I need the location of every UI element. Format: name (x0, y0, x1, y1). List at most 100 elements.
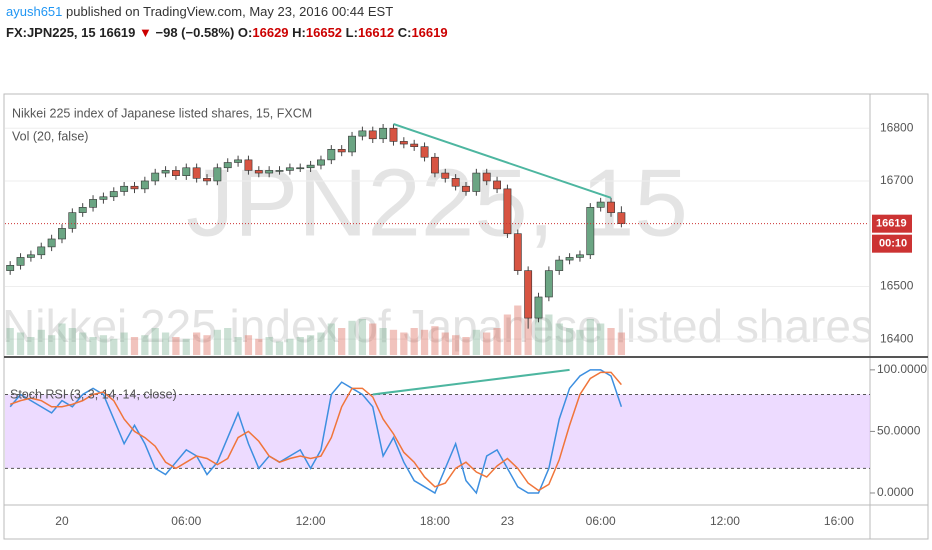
volume-bar (555, 323, 563, 355)
candle-body (430, 156, 439, 174)
x-tick-label: 06:00 (586, 514, 616, 528)
volume-bar (617, 332, 626, 355)
watermark: Nikkei 225 index of Japanese listed shar… (2, 300, 874, 352)
candle-body (379, 127, 388, 140)
volume-bar (431, 326, 439, 355)
volume-bar (597, 323, 605, 355)
candle-body (368, 130, 377, 140)
volume-bar (203, 335, 211, 355)
candle-body (16, 257, 25, 266)
volume-bar (120, 332, 128, 355)
volume-bar (534, 310, 543, 355)
candle-body (327, 149, 336, 161)
volume-bar (503, 314, 512, 355)
low: 16612 (358, 25, 394, 40)
candle-body (37, 246, 46, 256)
candle-body (213, 167, 222, 182)
band (5, 394, 870, 469)
volume-bar (99, 335, 108, 355)
volume-bar (338, 328, 346, 355)
volume-bar (327, 323, 335, 355)
volume-bar (244, 335, 253, 355)
volume-bar (27, 337, 35, 355)
countdown-box (872, 234, 912, 253)
volume-bar (234, 337, 242, 355)
last: 16619 (99, 25, 135, 40)
volume-bar (275, 341, 284, 355)
price-label: 16619 (876, 218, 907, 230)
volume-bar (130, 337, 139, 355)
x-tick-label: 16:00 (824, 514, 854, 528)
volume-bar (410, 328, 418, 355)
volume-bar (586, 319, 594, 355)
volume-bar (37, 329, 45, 355)
candle-body (296, 167, 305, 170)
candle-body (420, 146, 429, 158)
candle-body (399, 141, 408, 145)
indicator-title: Stoch RSI (3, 3, 14, 14, close) (10, 387, 177, 401)
header-line: ayush651 published on TradingView.com, M… (6, 4, 393, 19)
series-line (9, 371, 622, 492)
volume-bar (213, 329, 221, 355)
candle-body (285, 167, 294, 171)
volume-bar (306, 335, 315, 355)
volume-bar (452, 335, 460, 355)
candle-body (596, 201, 605, 208)
volume-bar (420, 329, 429, 355)
candle-body (524, 270, 533, 319)
close: 16619 (411, 25, 447, 40)
overlay: 16400 16500 16700 16800 16619 00:10 Nikkei 225… (5, 106, 927, 528)
candle-body (130, 185, 139, 190)
high: 16652 (306, 25, 342, 40)
candle-body (172, 170, 180, 176)
candle-body (576, 254, 584, 258)
x-tick-label: 06:00 (171, 514, 201, 528)
volume-bar (379, 328, 387, 355)
volume-bar (255, 338, 263, 355)
volume-bar (348, 320, 356, 355)
candle-body (203, 178, 211, 182)
candle-body (534, 296, 543, 319)
volume-bar (514, 305, 522, 355)
candle-body (482, 172, 491, 182)
candle-body (493, 180, 501, 190)
user[interactable]: ayush651 (6, 4, 62, 19)
volume-bar (193, 332, 201, 355)
y-tick-label: 50.0000 (877, 424, 921, 438)
candle-body (317, 159, 325, 166)
series-line (9, 369, 623, 495)
candle-body (451, 178, 460, 187)
volume-bar (110, 338, 118, 355)
y-tick-label: 16700 (880, 173, 914, 187)
volume-bar (58, 323, 66, 355)
y-tick-label: 16800 (880, 120, 914, 134)
candle-body (192, 167, 201, 179)
candle-body (182, 167, 191, 176)
volume-bar (16, 332, 25, 355)
candle-body (544, 270, 553, 298)
candle-body (472, 172, 481, 192)
volume-bar (493, 328, 501, 355)
volume-bar (317, 332, 325, 355)
volume-bar (141, 335, 149, 355)
volume-bar (151, 328, 159, 355)
chart-subtitle: Vol (20, false) (12, 129, 88, 143)
candle-body (306, 164, 315, 169)
candle-body (275, 170, 284, 172)
candle-body (234, 159, 243, 163)
candle-body (617, 212, 626, 224)
volume-bar (161, 332, 170, 355)
volume-bar (296, 337, 304, 355)
y-tick-label: 0.0000 (877, 485, 914, 499)
volume-bar (441, 332, 449, 355)
volume-bar (545, 314, 553, 355)
candle-body (565, 257, 574, 261)
volume-bar (6, 328, 14, 355)
l-label: L: (346, 25, 358, 40)
candle-body (109, 191, 118, 198)
volume-bar (172, 337, 180, 355)
candle-body (265, 170, 274, 174)
candle-body (513, 233, 522, 271)
